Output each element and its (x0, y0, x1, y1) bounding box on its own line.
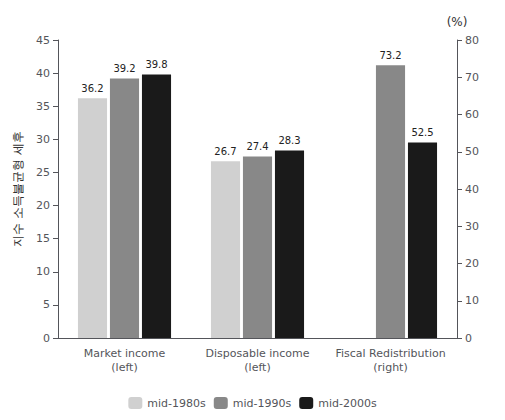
svg-text:35: 35 (36, 100, 50, 113)
svg-text:30: 30 (36, 133, 50, 146)
svg-text:(right): (right) (373, 361, 407, 374)
svg-text:36.2: 36.2 (81, 83, 103, 94)
svg-text:(%): (%) (447, 15, 468, 29)
svg-text:mid-2000s: mid-2000s (318, 397, 377, 410)
svg-text:39.8: 39.8 (145, 59, 167, 70)
svg-text:(left): (left) (244, 361, 270, 374)
svg-text:70: 70 (465, 71, 479, 84)
svg-text:Fiscal Redistribution: Fiscal Redistribution (335, 347, 445, 360)
svg-text:15: 15 (36, 232, 50, 245)
svg-text:0: 0 (43, 332, 50, 345)
svg-text:20: 20 (465, 257, 479, 270)
svg-text:40: 40 (465, 183, 479, 196)
svg-text:52.5: 52.5 (411, 127, 433, 138)
svg-text:28.3: 28.3 (278, 135, 300, 146)
svg-text:39.2: 39.2 (113, 63, 135, 74)
svg-text:20: 20 (36, 199, 50, 212)
svg-text:80: 80 (465, 34, 479, 47)
svg-text:Market income: Market income (84, 347, 166, 360)
svg-text:Disposable income: Disposable income (205, 347, 309, 360)
svg-text:mid-1980s: mid-1980s (147, 397, 206, 410)
svg-text:(left): (left) (111, 361, 137, 374)
svg-text:30: 30 (465, 220, 479, 233)
svg-text:10: 10 (36, 265, 50, 278)
svg-text:26.7: 26.7 (214, 146, 236, 157)
svg-text:40: 40 (36, 67, 50, 80)
svg-text:27.4: 27.4 (246, 141, 268, 152)
svg-text:0: 0 (465, 332, 472, 345)
svg-text:60: 60 (465, 108, 479, 121)
svg-text:50: 50 (465, 145, 479, 158)
svg-text:지수 소득불균형 세후: 지수 소득불균형 세후 (11, 131, 25, 247)
svg-text:73.2: 73.2 (379, 50, 401, 61)
svg-text:45: 45 (36, 34, 50, 47)
svg-text:mid-1990s: mid-1990s (233, 397, 292, 410)
svg-text:5: 5 (43, 298, 50, 311)
svg-text:25: 25 (36, 166, 50, 179)
svg-text:10: 10 (465, 294, 479, 307)
